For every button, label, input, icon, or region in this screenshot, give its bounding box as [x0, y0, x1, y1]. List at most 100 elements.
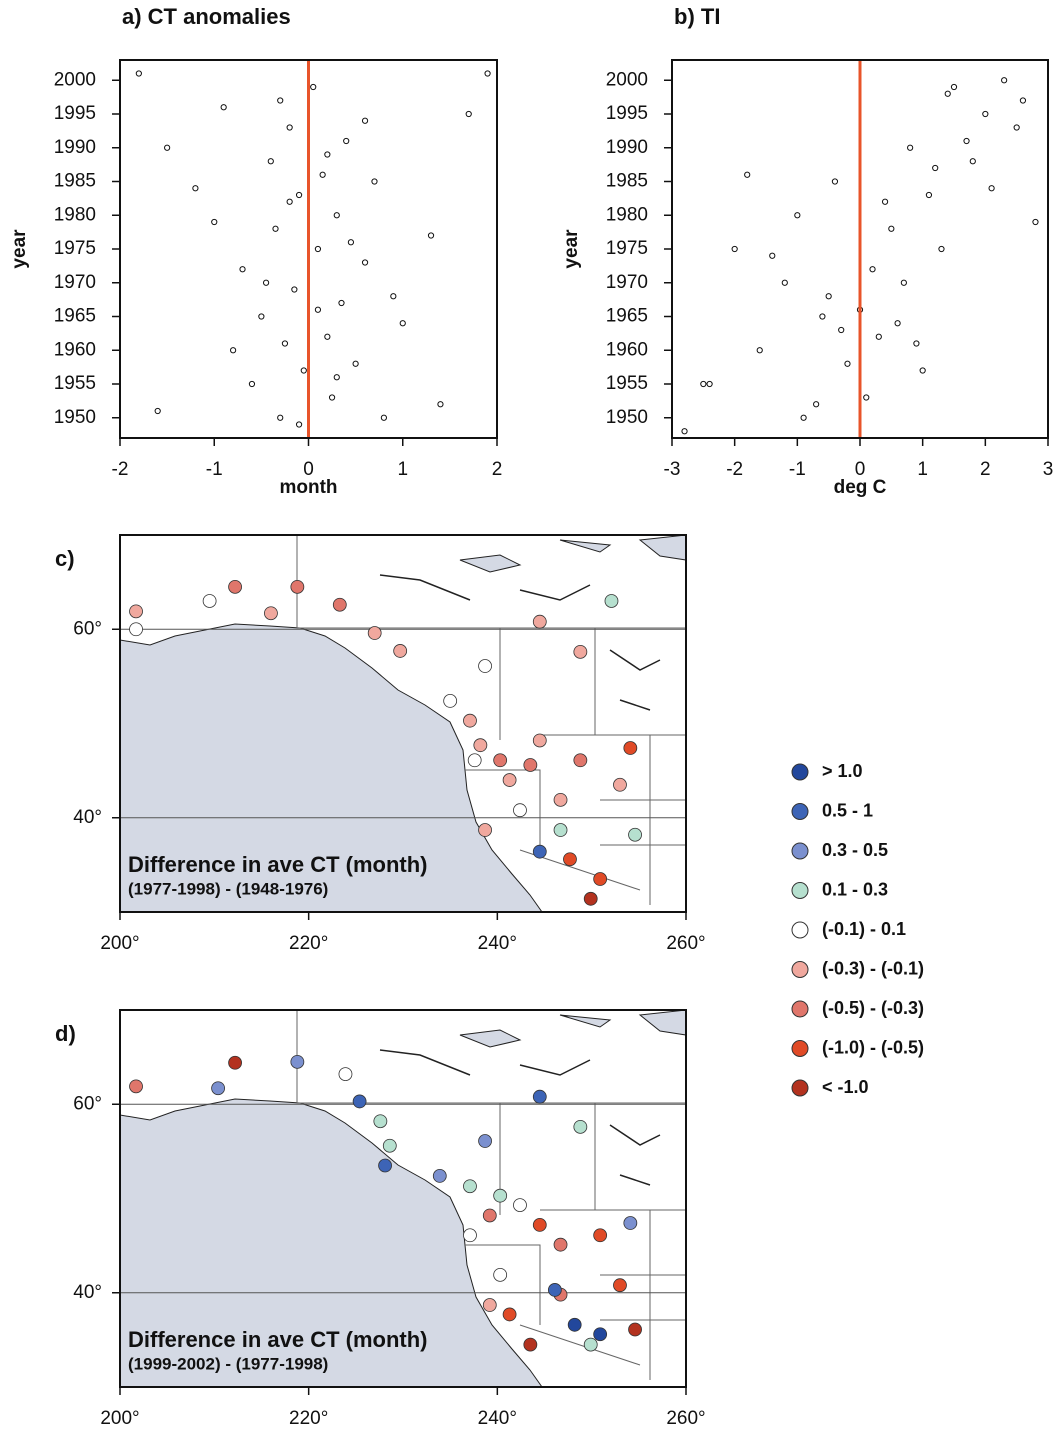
data-point	[286, 198, 293, 205]
x-tick-label: 2	[492, 459, 503, 480]
data-point	[756, 347, 763, 354]
x-tick-label: 260°	[666, 1408, 705, 1429]
data-point	[281, 340, 289, 347]
data-point	[239, 266, 246, 273]
station	[532, 1089, 547, 1104]
y-tick-label: 1955	[606, 373, 648, 394]
data-point	[731, 245, 738, 253]
data-point	[343, 137, 350, 145]
data-point	[813, 401, 820, 408]
data-point	[135, 70, 142, 77]
data-point	[291, 286, 298, 293]
data-point	[371, 178, 378, 185]
station	[432, 1168, 447, 1183]
data-point	[399, 320, 406, 327]
data-point	[314, 306, 322, 313]
data-point	[361, 259, 369, 266]
x-tick-label: 2	[980, 459, 991, 480]
legend-swatch	[791, 1040, 809, 1057]
x-tick-label: 220°	[289, 933, 328, 954]
y-tick-label: 1995	[54, 103, 96, 124]
data-point	[347, 239, 355, 246]
station	[523, 1337, 538, 1352]
legend-swatch	[791, 921, 809, 939]
y-tick-label: 1995	[606, 103, 648, 124]
y-tick-label: 1975	[54, 238, 96, 259]
station	[202, 594, 217, 608]
y-tick-label: 1960	[54, 339, 96, 360]
x-tick-label: 260°	[666, 933, 705, 954]
data-point	[881, 198, 889, 205]
station	[547, 1283, 562, 1297]
plot-frame	[119, 534, 687, 913]
data-point	[888, 225, 895, 232]
station	[513, 1198, 527, 1212]
panel-label: c)	[55, 546, 75, 571]
data-point	[192, 185, 199, 192]
data-point	[324, 333, 331, 340]
station	[228, 579, 242, 594]
x-tick-label: 0	[855, 459, 866, 480]
station	[443, 693, 458, 708]
x-tick-label: 200°	[100, 933, 139, 954]
data-point	[437, 401, 444, 408]
map-title: Difference in ave CT (month)	[128, 852, 427, 877]
x-tick-label: -2	[726, 459, 743, 480]
plot-frame	[119, 59, 498, 439]
station	[373, 1114, 388, 1129]
y-tick-label: 1965	[606, 306, 648, 327]
station	[613, 777, 627, 792]
data-point	[1019, 97, 1027, 104]
legend-swatch	[791, 1000, 809, 1018]
data-point	[361, 117, 369, 124]
x-tick-label: -3	[664, 459, 681, 480]
map-subtitle: (1999-2002) - (1977-1998)	[128, 1354, 328, 1373]
station	[502, 773, 517, 787]
data-point	[800, 414, 807, 421]
station	[478, 1134, 492, 1148]
station	[463, 713, 477, 728]
station	[352, 1094, 367, 1109]
legend-label: 0.3 - 0.5	[822, 840, 888, 860]
legend-swatch	[791, 1079, 809, 1097]
x-tick-label: 240°	[478, 1408, 517, 1429]
station	[523, 758, 538, 772]
plot-frame	[119, 1009, 687, 1388]
y-tick-label: 1990	[606, 137, 648, 158]
station	[563, 852, 577, 867]
data-point	[982, 110, 989, 118]
y-tick-label: 1960	[606, 339, 648, 360]
legend-label: (-1.0) - (-0.5)	[822, 1037, 924, 1057]
station	[593, 1327, 608, 1342]
plot-frame	[671, 59, 1049, 439]
y-tick-label: 1950	[606, 407, 648, 428]
data-point	[844, 360, 851, 367]
x-tick-label: -1	[789, 459, 806, 480]
y-tick-label: 60°	[73, 618, 102, 639]
station	[463, 1179, 477, 1194]
station	[393, 644, 408, 658]
data-point	[338, 299, 345, 307]
station	[467, 753, 482, 768]
data-point	[907, 144, 914, 151]
y-axis-label: year	[9, 229, 30, 269]
data-point	[925, 191, 933, 199]
data-point	[863, 394, 870, 401]
legend-label: (-0.5) - (-0.3)	[822, 998, 924, 1018]
map-subtitle: (1977-1998) - (1948-1976)	[128, 879, 328, 898]
data-point	[390, 293, 397, 300]
data-point	[1032, 218, 1039, 226]
station	[593, 1228, 608, 1243]
legend-label: 0.1 - 0.3	[822, 879, 888, 899]
data-point	[380, 414, 387, 421]
y-tick-label: 1970	[606, 272, 648, 293]
x-tick-label: 200°	[100, 1408, 139, 1429]
legend-label: > 1.0	[822, 761, 863, 781]
station	[532, 1217, 547, 1232]
station	[228, 1055, 242, 1070]
legend-swatch	[791, 803, 809, 820]
y-tick-label: 1970	[54, 272, 96, 293]
legend-swatch	[791, 763, 809, 781]
legend-swatch	[791, 961, 809, 978]
